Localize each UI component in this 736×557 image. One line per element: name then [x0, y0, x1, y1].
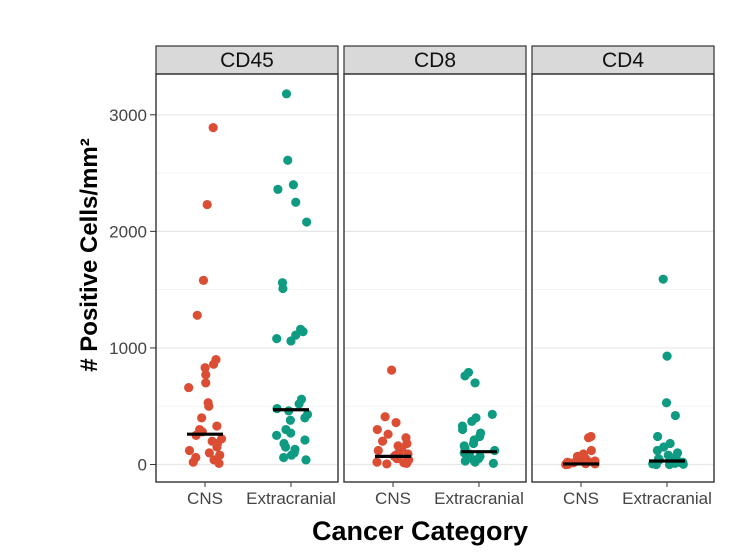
data-point	[586, 445, 596, 456]
data-point	[197, 413, 207, 423]
x-tick-label: Extracranial	[622, 489, 712, 508]
panel-background	[532, 74, 714, 482]
data-point	[652, 445, 662, 456]
data-point	[279, 452, 289, 463]
x-tick-label: Extracranial	[246, 489, 336, 508]
panel-border	[155, 73, 339, 483]
data-point	[457, 424, 468, 435]
data-point	[662, 351, 672, 361]
data-point	[288, 180, 298, 190]
facet-panel-cd45: CD45 CNS Extracranial	[155, 45, 339, 508]
data-point	[202, 199, 212, 210]
data-point	[383, 429, 393, 439]
y-tick-label: 3000	[109, 106, 147, 125]
data-point	[208, 359, 219, 369]
data-point	[653, 431, 663, 442]
panel-border	[343, 73, 527, 483]
x-tick-label: Extracranial	[434, 489, 524, 508]
data-point	[294, 399, 304, 409]
data-point	[198, 275, 209, 285]
data-point	[460, 371, 470, 381]
data-point	[487, 409, 497, 419]
x-tick-label: CNS	[563, 489, 599, 508]
facet-panel-cd8: CD8 CNS Extracranial	[343, 45, 527, 508]
data-point	[184, 382, 194, 393]
y-tick-label: 1000	[109, 339, 147, 358]
data-point	[286, 450, 297, 460]
panel-background	[344, 74, 526, 482]
data-point	[460, 456, 470, 466]
data-point	[192, 310, 202, 320]
data-point	[272, 430, 282, 440]
data-point	[470, 457, 480, 467]
y-tick-label: 2000	[109, 222, 147, 241]
facet-strip	[531, 45, 715, 75]
data-point	[301, 455, 311, 465]
y-axis-title: # Positive Cells/mm²	[76, 138, 103, 371]
facet-strip	[343, 45, 527, 75]
data-point	[402, 458, 412, 468]
data-point	[386, 365, 397, 375]
data-point	[184, 445, 195, 456]
data-point	[658, 274, 668, 284]
data-point	[201, 370, 211, 380]
data-point	[302, 217, 312, 227]
data-point	[380, 412, 390, 422]
data-point	[286, 336, 296, 346]
data-point	[214, 458, 224, 468]
data-point	[300, 413, 310, 423]
x-axis-title: Cancer Category	[312, 516, 528, 546]
data-point	[283, 155, 293, 165]
x-tick-label: CNS	[375, 489, 411, 508]
data-point	[200, 363, 210, 373]
data-point	[278, 283, 288, 294]
data-point	[670, 410, 680, 421]
data-point	[372, 457, 382, 467]
facet-strip	[155, 45, 339, 75]
data-point	[208, 123, 218, 133]
data-point	[372, 424, 382, 435]
data-point	[212, 442, 222, 452]
data-point	[212, 421, 222, 431]
data-point	[286, 428, 296, 438]
data-point	[204, 401, 214, 411]
data-point	[188, 457, 198, 467]
data-point	[204, 448, 214, 458]
data-point	[470, 378, 480, 388]
data-point	[373, 445, 383, 456]
data-point	[280, 442, 291, 452]
data-point	[298, 327, 308, 337]
data-point	[285, 415, 295, 425]
data-point	[583, 433, 594, 443]
data-point	[467, 416, 477, 426]
facet-strip-label: CD45	[220, 49, 274, 72]
y-tick-label: 0	[138, 456, 147, 475]
data-point	[377, 436, 388, 446]
data-point	[272, 334, 282, 344]
x-tick-label: CNS	[187, 489, 223, 508]
data-point	[201, 378, 211, 388]
y-axis: 0 1000 2000 3000	[109, 106, 156, 475]
data-point	[273, 184, 283, 195]
data-point	[661, 398, 672, 408]
data-point	[291, 197, 301, 207]
facet-strip-label: CD8	[414, 49, 456, 72]
facet-strip-label: CD4	[602, 49, 644, 72]
panel-border	[531, 73, 715, 483]
data-point	[488, 458, 498, 468]
facet-panel-cd4: CD4 CNS Extracranial	[531, 45, 715, 508]
data-point	[300, 435, 310, 445]
data-point	[382, 459, 392, 469]
data-point	[391, 417, 401, 428]
data-point	[468, 438, 479, 449]
panel-background	[156, 74, 338, 482]
data-point	[281, 89, 292, 99]
